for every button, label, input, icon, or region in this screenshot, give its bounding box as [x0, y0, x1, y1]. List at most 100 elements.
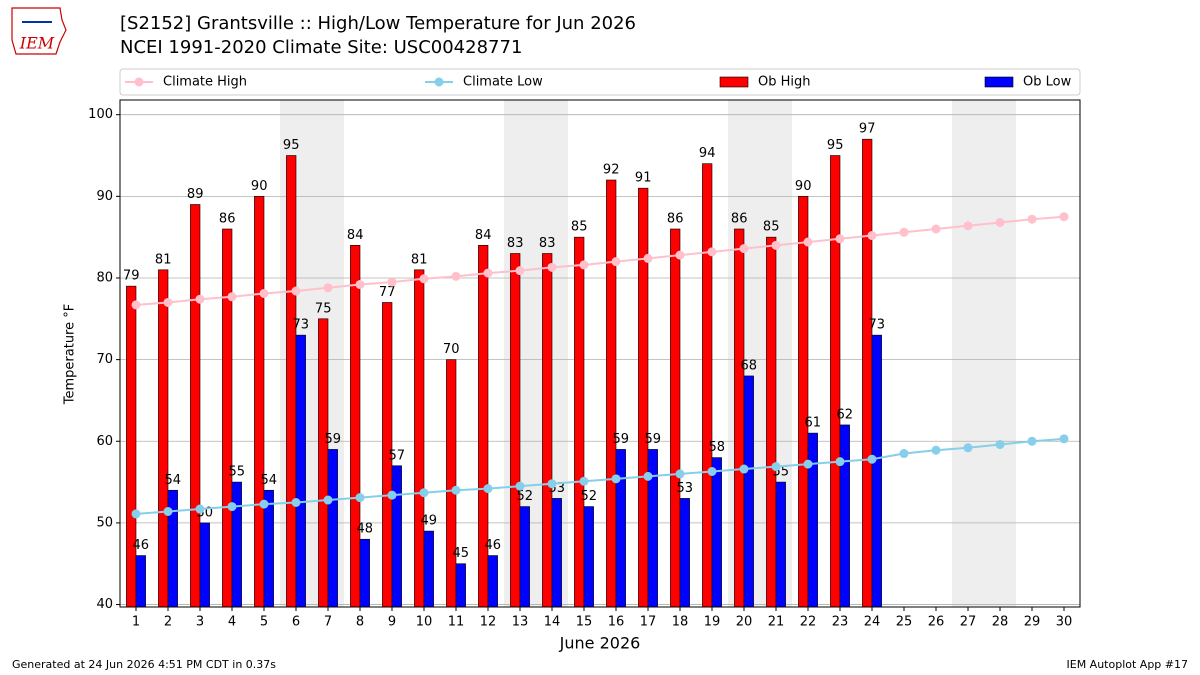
data-label: 81 [411, 252, 428, 267]
bar [135, 555, 146, 608]
data-label: 53 [677, 481, 694, 496]
point [771, 240, 781, 250]
x-tick-label: 25 [896, 615, 913, 630]
point [643, 253, 653, 263]
point [355, 493, 365, 503]
bar [807, 432, 818, 608]
legend-box [119, 68, 1081, 96]
data-label: 83 [539, 236, 556, 251]
bar [455, 563, 466, 608]
data-label: 70 [443, 342, 460, 357]
point [291, 497, 301, 507]
data-label: 54 [261, 473, 278, 488]
bar [254, 196, 265, 608]
x-tick-label: 17 [640, 615, 657, 630]
point [259, 499, 269, 509]
legend-swatch [134, 77, 144, 87]
bar [606, 179, 617, 608]
data-label: 89 [187, 187, 204, 202]
point [739, 244, 749, 254]
x-tick-label: 28 [992, 615, 1009, 630]
weekend-band [984, 100, 1016, 607]
bar [199, 522, 210, 608]
bar [551, 498, 562, 608]
data-label: 84 [347, 228, 364, 243]
line [135, 437, 1065, 515]
y-tick-label: 80 [96, 270, 113, 285]
point [547, 262, 557, 272]
x-tick-label: 24 [864, 615, 881, 630]
bar [487, 555, 498, 608]
data-label: 86 [731, 211, 748, 226]
data-label: 85 [571, 220, 588, 235]
bar [615, 449, 626, 608]
data-label: 95 [827, 138, 844, 153]
logo-text: IEM [19, 34, 55, 53]
point [323, 283, 333, 293]
x-tick-label: 7 [324, 615, 332, 630]
bar [126, 285, 137, 608]
bar [702, 163, 713, 608]
x-tick-label: 4 [228, 615, 236, 630]
point [931, 224, 941, 234]
plot-frame [119, 99, 1081, 608]
y-tick-label: 90 [96, 189, 113, 204]
point [355, 280, 365, 290]
y-tick-label: 40 [96, 597, 113, 612]
bar [574, 236, 585, 608]
point [227, 502, 237, 512]
point [547, 479, 557, 489]
x-tick-label: 13 [512, 615, 529, 630]
line [135, 215, 1065, 306]
data-label: 59 [613, 432, 630, 447]
data-label: 57 [389, 448, 406, 463]
legend-label: Ob Low [1023, 75, 1072, 90]
data-label: 55 [229, 465, 246, 480]
bar [542, 253, 553, 608]
data-label: 85 [763, 220, 780, 235]
point [195, 294, 205, 304]
point [835, 457, 845, 467]
point [291, 286, 301, 296]
x-axis-label: June 2026 [559, 634, 641, 653]
point [707, 247, 717, 257]
data-label: 59 [645, 432, 662, 447]
bar [423, 530, 434, 608]
y-axis-label: Temperature °F [63, 304, 78, 405]
bar [510, 253, 521, 608]
point [835, 234, 845, 244]
legend-label: Climate High [163, 75, 247, 90]
point [995, 440, 1005, 450]
data-label: 97 [859, 122, 876, 137]
point [323, 495, 333, 505]
bar [158, 269, 169, 608]
legend-swatch [434, 77, 444, 87]
bar [798, 196, 809, 608]
data-label: 79 [123, 269, 140, 284]
data-label: 73 [869, 318, 886, 333]
data-label: 81 [155, 252, 172, 267]
x-tick-label: 22 [800, 615, 817, 630]
data-label: 90 [251, 179, 268, 194]
data-label: 58 [709, 440, 726, 455]
point [931, 445, 941, 455]
bar [734, 228, 745, 608]
point [1059, 212, 1069, 222]
bar [871, 334, 882, 608]
point [611, 257, 621, 267]
bar [286, 155, 297, 608]
point [867, 454, 877, 464]
x-tick-label: 30 [1056, 615, 1073, 630]
x-tick-label: 18 [672, 615, 689, 630]
bar [295, 334, 306, 608]
chart-title: [S2152] Grantsville :: High/Low Temperat… [120, 13, 636, 34]
x-tick-label: 14 [544, 615, 561, 630]
legend-swatch [719, 76, 749, 88]
bar [743, 375, 754, 608]
x-tick-label: 20 [736, 615, 753, 630]
point [419, 488, 429, 498]
data-label: 59 [325, 432, 342, 447]
x-tick-label: 19 [704, 615, 721, 630]
point [387, 490, 397, 500]
